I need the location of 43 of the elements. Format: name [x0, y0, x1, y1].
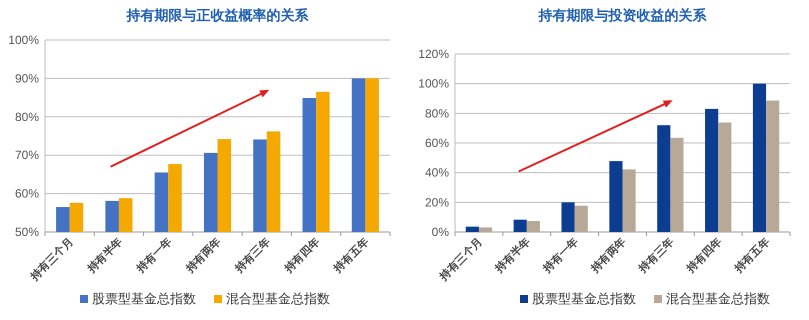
y-tick-label: 80% — [14, 110, 40, 124]
y-tick-label: 100% — [418, 76, 450, 91]
bar — [705, 108, 718, 232]
x-tick-label: 持有半年 — [492, 234, 533, 276]
legend-label: 股票型基金总指数 — [92, 291, 196, 306]
x-tick-label: 持有五年 — [330, 234, 372, 276]
y-tick-label: 90% — [14, 71, 40, 86]
x-tick-label: 持有一年 — [540, 234, 581, 276]
bar — [718, 122, 732, 232]
bar — [574, 206, 588, 232]
y-tick-label: 60% — [14, 186, 40, 201]
y-tick-label: 80% — [424, 106, 450, 120]
bar — [526, 221, 540, 232]
bar — [752, 84, 766, 232]
y-tick-label: 60% — [424, 136, 450, 150]
x-tick-label: 持有五年 — [731, 234, 772, 276]
legend-label: 股票型基金总指数 — [532, 291, 636, 306]
legend-label: 混合型基金总指数 — [226, 291, 330, 306]
x-tick-label: 持有半年 — [84, 234, 126, 276]
x-tick-label: 持有三年 — [232, 234, 273, 276]
chart-title: 持有期限与投资收益的关系 — [538, 7, 708, 23]
x-tick-label: 持有一年 — [133, 234, 174, 276]
y-tick-label: 70% — [14, 148, 40, 162]
x-tick-label: 持有三年 — [635, 234, 676, 276]
x-tick-label: 持有四年 — [683, 234, 724, 276]
bar — [561, 202, 575, 232]
legend-label: 混合型基金总指数 — [666, 291, 770, 306]
bar — [766, 100, 780, 232]
bar — [609, 161, 622, 232]
x-tick-label: 持有两年 — [588, 234, 629, 276]
y-tick-label: 100% — [8, 33, 40, 47]
bar — [466, 226, 479, 232]
bar — [670, 138, 684, 232]
y-tick-label: 120% — [418, 47, 450, 61]
bar — [478, 227, 492, 232]
y-tick-label: 40% — [424, 166, 450, 180]
y-tick-label: 20% — [424, 195, 450, 210]
bar — [622, 169, 636, 232]
x-tick-label: 持有两年 — [182, 234, 224, 276]
x-tick-label: 持有四年 — [281, 234, 322, 276]
bar — [514, 220, 527, 232]
bar — [657, 125, 670, 232]
chart-title: 持有期限与正收益概率的关系 — [126, 7, 310, 23]
